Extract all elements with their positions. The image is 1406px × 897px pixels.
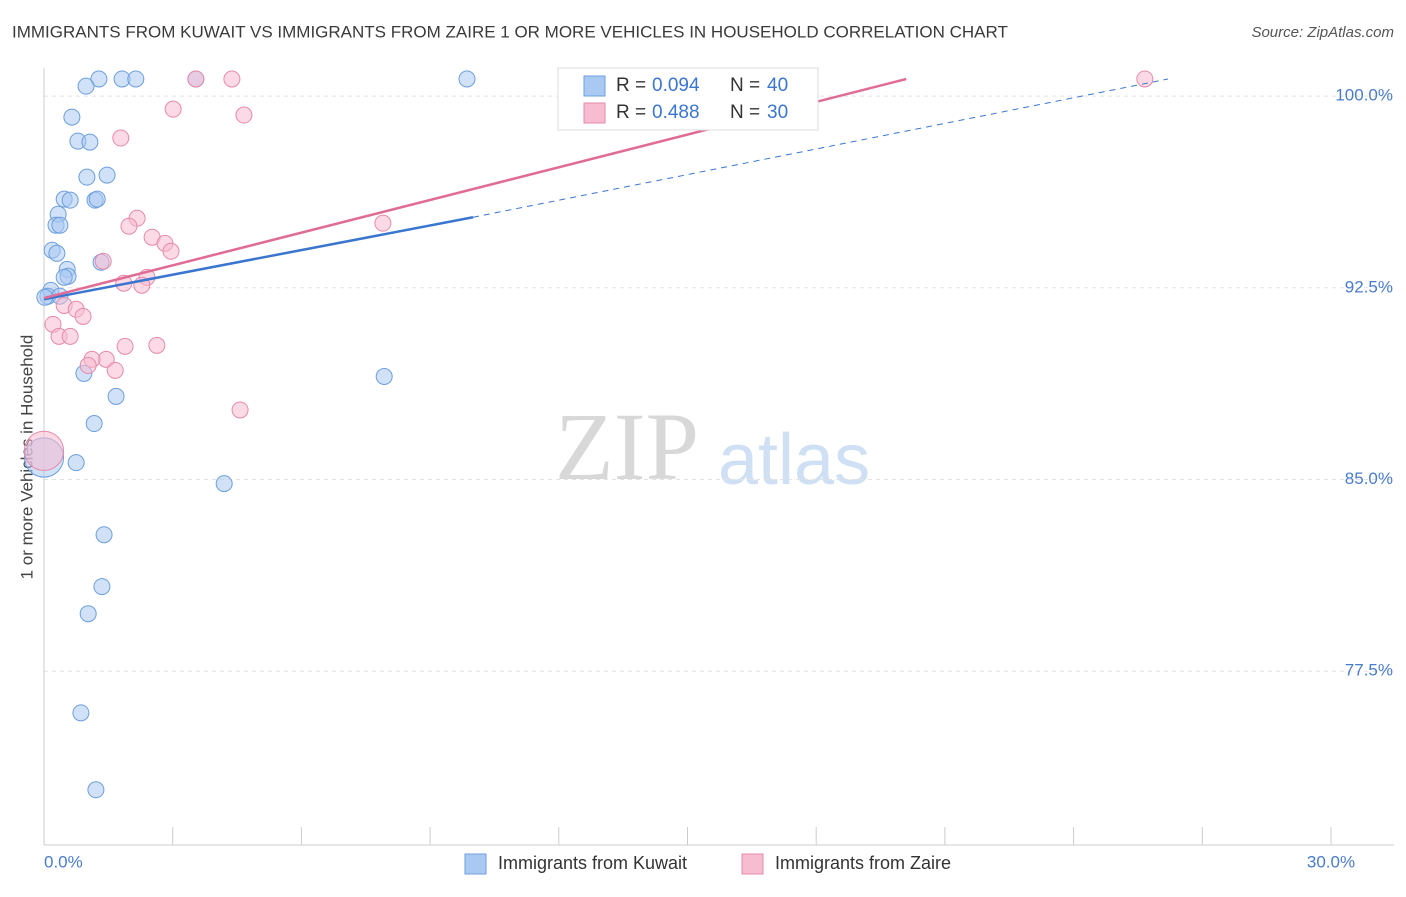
point bbox=[116, 337, 134, 355]
legend-swatch bbox=[583, 102, 606, 124]
point bbox=[93, 578, 111, 596]
point bbox=[63, 108, 81, 126]
legend-n-label: N = bbox=[730, 102, 760, 123]
trend-line bbox=[43, 216, 474, 301]
point bbox=[72, 704, 90, 722]
legend-label: Immigrants from Zaire bbox=[775, 853, 951, 873]
point bbox=[120, 217, 138, 235]
point bbox=[77, 77, 95, 95]
point bbox=[98, 166, 116, 184]
y-tick-label: 85.0% bbox=[1345, 469, 1393, 488]
point bbox=[61, 327, 79, 345]
point bbox=[74, 307, 92, 325]
point bbox=[235, 106, 253, 124]
watermark: ZIP bbox=[555, 393, 699, 500]
chart-title: IMMIGRANTS FROM KUWAIT VS IMMIGRANTS FRO… bbox=[12, 22, 1008, 41]
trend-line-extension bbox=[472, 78, 1169, 218]
point bbox=[164, 100, 182, 118]
point bbox=[51, 216, 69, 234]
y-tick-label: 92.5% bbox=[1345, 277, 1393, 296]
x-tick-label: 0.0% bbox=[44, 852, 83, 871]
point bbox=[94, 252, 112, 270]
point bbox=[187, 70, 205, 88]
y-tick-label: 77.5% bbox=[1345, 661, 1393, 680]
point bbox=[90, 70, 108, 88]
point bbox=[79, 605, 97, 623]
point bbox=[81, 133, 99, 151]
point bbox=[106, 361, 124, 379]
legend-n-value: 30 bbox=[767, 102, 788, 123]
point bbox=[231, 401, 249, 419]
point bbox=[458, 70, 476, 88]
point bbox=[95, 526, 113, 544]
watermark: atlas bbox=[718, 420, 870, 500]
source: Source: ZipAtlas.com bbox=[1251, 24, 1394, 41]
legend-n-label: N = bbox=[730, 75, 760, 96]
point bbox=[87, 781, 105, 799]
point bbox=[67, 454, 85, 472]
point bbox=[1136, 70, 1154, 88]
legend-r-label: R = bbox=[616, 102, 646, 123]
legend-swatch bbox=[583, 75, 606, 97]
point bbox=[148, 336, 166, 354]
point bbox=[107, 387, 125, 405]
legend-swatch bbox=[464, 853, 487, 875]
legend-r-value: 0.488 bbox=[652, 102, 700, 123]
legend-swatch bbox=[741, 853, 764, 875]
legend-n-value: 40 bbox=[767, 75, 788, 96]
point bbox=[374, 214, 392, 232]
point bbox=[55, 268, 73, 286]
legend-label: Immigrants from Kuwait bbox=[498, 853, 687, 873]
point bbox=[112, 129, 130, 147]
legend-r-value: 0.094 bbox=[652, 75, 700, 96]
point bbox=[162, 242, 180, 260]
point bbox=[85, 415, 103, 433]
legend-r-label: R = bbox=[616, 75, 646, 96]
point bbox=[79, 357, 97, 375]
point bbox=[23, 430, 65, 471]
y-tick-label: 100.0% bbox=[1335, 86, 1393, 105]
point bbox=[48, 244, 66, 262]
point bbox=[88, 190, 106, 208]
point bbox=[61, 191, 79, 209]
point bbox=[375, 367, 393, 385]
point bbox=[215, 475, 233, 493]
point bbox=[127, 70, 145, 88]
point bbox=[223, 70, 241, 88]
point bbox=[78, 168, 96, 186]
x-tick-label: 30.0% bbox=[1307, 852, 1355, 871]
